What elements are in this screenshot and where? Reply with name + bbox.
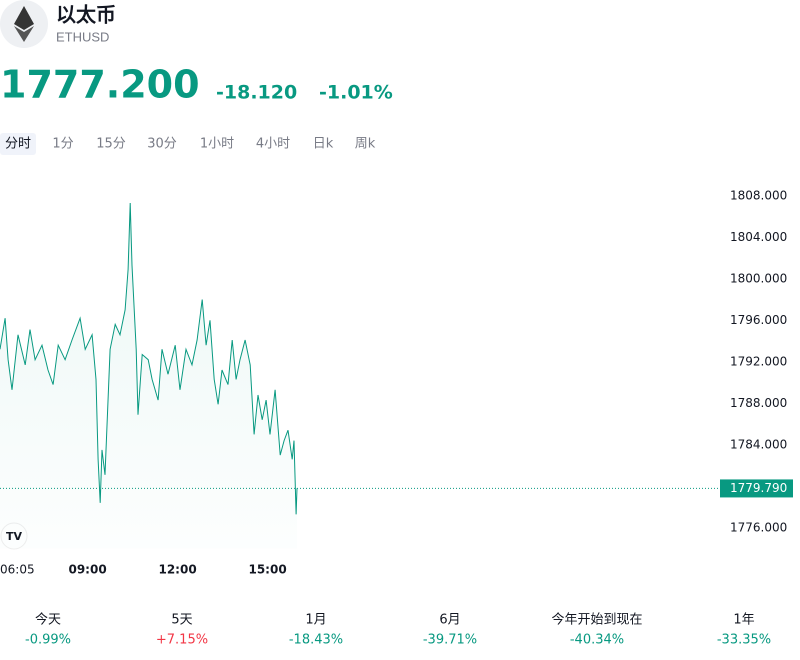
period-label[interactable]: 1月 xyxy=(305,613,326,628)
last-price-box xyxy=(720,479,793,498)
title: 以太币 xyxy=(56,3,116,27)
period-value[interactable]: -18.43% xyxy=(289,633,343,648)
period-label[interactable]: 今年开始到现在 xyxy=(551,612,642,628)
period-label[interactable]: 今天 xyxy=(35,612,61,628)
price: 1777.200 xyxy=(0,63,200,107)
tab[interactable]: 周k xyxy=(355,137,376,152)
area-fill xyxy=(0,203,297,549)
tab[interactable]: 15分 xyxy=(96,137,126,152)
change-percent: -1.01% xyxy=(319,82,393,104)
last-price-label: 1779.790 xyxy=(730,481,787,495)
period-label[interactable]: 6月 xyxy=(439,613,460,628)
coin-icon xyxy=(0,0,48,48)
tab[interactable]: 1分 xyxy=(52,137,73,152)
y-tick-label: 1788.000 xyxy=(730,396,787,410)
tab[interactable]: 1小时 xyxy=(200,137,234,152)
y-tick-label: 1792.000 xyxy=(730,354,787,368)
tab[interactable]: 分时 xyxy=(5,137,31,152)
period-value[interactable]: -40.34% xyxy=(570,633,624,648)
tab-selected-bg xyxy=(0,133,36,155)
period-label[interactable]: 5天 xyxy=(171,613,192,628)
x-tick-label: 15:00 xyxy=(248,563,286,577)
x-tick-label: 06:05 xyxy=(0,563,35,577)
period-value[interactable]: -33.35% xyxy=(717,633,771,648)
period-label[interactable]: 1年 xyxy=(733,613,754,628)
y-tick-label: 1804.000 xyxy=(730,230,787,244)
symbol: ETHUSD xyxy=(56,29,109,44)
tab[interactable]: 日k xyxy=(313,137,334,152)
tab[interactable]: 30分 xyxy=(147,137,177,152)
period-value[interactable]: -0.99% xyxy=(25,633,71,648)
period-value[interactable]: +7.15% xyxy=(156,633,208,648)
y-tick-label: 1784.000 xyxy=(730,437,787,451)
change: -18.120 xyxy=(216,82,297,104)
price-line xyxy=(0,202,298,515)
y-tick-label: 1800.000 xyxy=(730,271,787,285)
y-tick-label: 1796.000 xyxy=(730,313,787,327)
tab[interactable]: 4小时 xyxy=(256,137,290,152)
y-tick-label: 1808.000 xyxy=(730,188,787,202)
period-value[interactable]: -39.71% xyxy=(423,633,477,648)
x-tick-label: 12:00 xyxy=(158,563,196,577)
x-tick-label: 09:00 xyxy=(68,563,106,577)
y-tick-label: 1776.000 xyxy=(730,520,787,534)
